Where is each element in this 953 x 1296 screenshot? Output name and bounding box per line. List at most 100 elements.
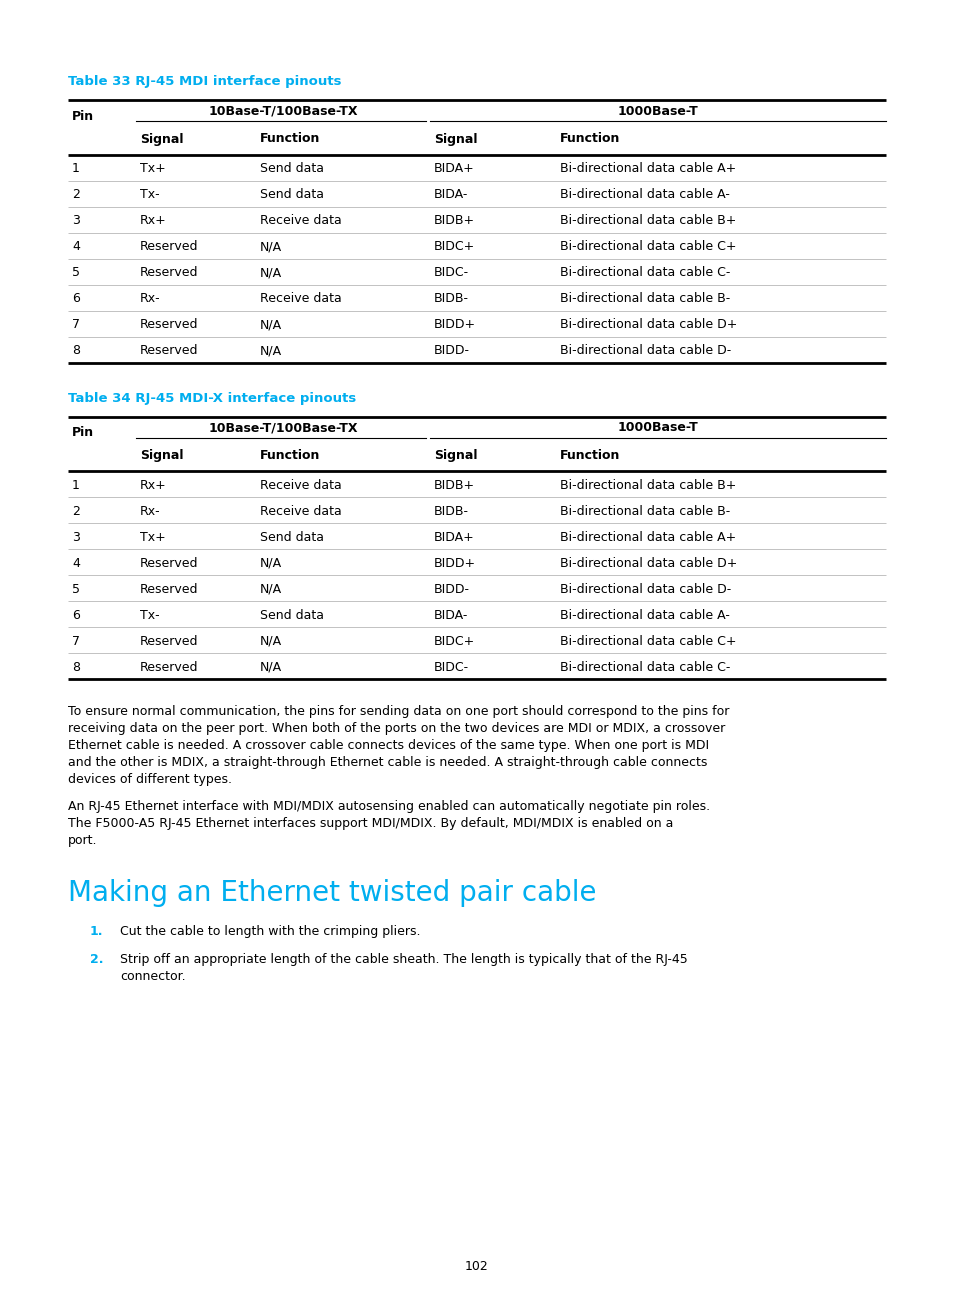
Text: Bi-directional data cable B-: Bi-directional data cable B- — [559, 505, 729, 518]
Text: 3: 3 — [71, 214, 80, 227]
Text: 1000Base-T: 1000Base-T — [617, 105, 698, 118]
Text: Bi-directional data cable B+: Bi-directional data cable B+ — [559, 480, 736, 492]
Text: 5: 5 — [71, 583, 80, 596]
Text: Send data: Send data — [260, 162, 324, 175]
Text: BIDC+: BIDC+ — [434, 240, 475, 254]
Text: Receive data: Receive data — [260, 480, 341, 492]
Text: Bi-directional data cable A-: Bi-directional data cable A- — [559, 609, 729, 622]
Text: BIDB-: BIDB- — [434, 505, 469, 518]
Text: 10Base-T/100Base-TX: 10Base-T/100Base-TX — [208, 105, 357, 118]
Text: Reserved: Reserved — [140, 635, 198, 648]
Text: connector.: connector. — [120, 971, 186, 984]
Text: Table 34 RJ-45 MDI-X interface pinouts: Table 34 RJ-45 MDI-X interface pinouts — [68, 393, 355, 406]
Text: Bi-directional data cable D-: Bi-directional data cable D- — [559, 583, 731, 596]
Text: Tx+: Tx+ — [140, 162, 166, 175]
Text: BIDA-: BIDA- — [434, 188, 468, 201]
Text: Ethernet cable is needed. A crossover cable connects devices of the same type. W: Ethernet cable is needed. A crossover ca… — [68, 739, 708, 752]
Text: N/A: N/A — [260, 267, 282, 280]
Text: Function: Function — [559, 450, 619, 463]
Text: 7: 7 — [71, 319, 80, 332]
Text: BIDA+: BIDA+ — [434, 162, 475, 175]
Text: Function: Function — [260, 450, 320, 463]
Text: BIDD-: BIDD- — [434, 583, 470, 596]
Text: Bi-directional data cable A-: Bi-directional data cable A- — [559, 188, 729, 201]
Text: Signal: Signal — [434, 450, 477, 463]
Text: 1: 1 — [71, 480, 80, 492]
Text: 8: 8 — [71, 661, 80, 674]
Text: BIDA+: BIDA+ — [434, 531, 475, 544]
Text: Function: Function — [559, 132, 619, 145]
Text: 7: 7 — [71, 635, 80, 648]
Text: N/A: N/A — [260, 319, 282, 332]
Text: Reserved: Reserved — [140, 583, 198, 596]
Text: Signal: Signal — [140, 450, 183, 463]
Text: devices of different types.: devices of different types. — [68, 774, 232, 787]
Text: 5: 5 — [71, 267, 80, 280]
Text: N/A: N/A — [260, 635, 282, 648]
Text: Bi-directional data cable D-: Bi-directional data cable D- — [559, 345, 731, 358]
Text: BIDB+: BIDB+ — [434, 480, 475, 492]
Text: Rx+: Rx+ — [140, 214, 167, 227]
Text: To ensure normal communication, the pins for sending data on one port should cor: To ensure normal communication, the pins… — [68, 705, 729, 718]
Text: 8: 8 — [71, 345, 80, 358]
Text: Making an Ethernet twisted pair cable: Making an Ethernet twisted pair cable — [68, 879, 596, 907]
Text: BIDD+: BIDD+ — [434, 319, 476, 332]
Text: port.: port. — [68, 835, 97, 848]
Text: Bi-directional data cable C-: Bi-directional data cable C- — [559, 661, 730, 674]
Text: Reserved: Reserved — [140, 557, 198, 570]
Text: The F5000-A5 RJ-45 Ethernet interfaces support MDI/MDIX. By default, MDI/MDIX is: The F5000-A5 RJ-45 Ethernet interfaces s… — [68, 818, 673, 831]
Text: Send data: Send data — [260, 188, 324, 201]
Text: 2: 2 — [71, 505, 80, 518]
Text: BIDC-: BIDC- — [434, 267, 469, 280]
Text: Receive data: Receive data — [260, 293, 341, 306]
Text: Bi-directional data cable D+: Bi-directional data cable D+ — [559, 319, 737, 332]
Text: Tx+: Tx+ — [140, 531, 166, 544]
Text: BIDD+: BIDD+ — [434, 557, 476, 570]
Text: Bi-directional data cable A+: Bi-directional data cable A+ — [559, 162, 736, 175]
Text: 6: 6 — [71, 293, 80, 306]
Text: N/A: N/A — [260, 240, 282, 254]
Text: Send data: Send data — [260, 609, 324, 622]
Text: Reserved: Reserved — [140, 319, 198, 332]
Text: Reserved: Reserved — [140, 267, 198, 280]
Text: Bi-directional data cable C+: Bi-directional data cable C+ — [559, 635, 736, 648]
Text: Bi-directional data cable C-: Bi-directional data cable C- — [559, 267, 730, 280]
Text: BIDD-: BIDD- — [434, 345, 470, 358]
Text: N/A: N/A — [260, 345, 282, 358]
Text: N/A: N/A — [260, 661, 282, 674]
Text: N/A: N/A — [260, 557, 282, 570]
Text: Table 33 RJ-45 MDI interface pinouts: Table 33 RJ-45 MDI interface pinouts — [68, 75, 341, 88]
Text: Function: Function — [260, 132, 320, 145]
Text: 2: 2 — [71, 188, 80, 201]
Text: Reserved: Reserved — [140, 661, 198, 674]
Text: Tx-: Tx- — [140, 609, 159, 622]
Text: 6: 6 — [71, 609, 80, 622]
Text: Reserved: Reserved — [140, 240, 198, 254]
Text: and the other is MDIX, a straight-through Ethernet cable is needed. A straight-t: and the other is MDIX, a straight-throug… — [68, 756, 706, 770]
Text: Signal: Signal — [140, 132, 183, 145]
Text: An RJ-45 Ethernet interface with MDI/MDIX autosensing enabled can automatically : An RJ-45 Ethernet interface with MDI/MDI… — [68, 800, 709, 813]
Text: 10Base-T/100Base-TX: 10Base-T/100Base-TX — [208, 421, 357, 434]
Text: Receive data: Receive data — [260, 214, 341, 227]
Text: Bi-directional data cable D+: Bi-directional data cable D+ — [559, 557, 737, 570]
Text: Bi-directional data cable B-: Bi-directional data cable B- — [559, 293, 729, 306]
Text: BIDC+: BIDC+ — [434, 635, 475, 648]
Text: 2.: 2. — [90, 953, 103, 967]
Text: BIDA-: BIDA- — [434, 609, 468, 622]
Text: Rx-: Rx- — [140, 505, 160, 518]
Text: 4: 4 — [71, 557, 80, 570]
Text: receiving data on the peer port. When both of the ports on the two devices are M: receiving data on the peer port. When bo… — [68, 722, 724, 735]
Text: Pin: Pin — [71, 110, 94, 123]
Text: Strip off an appropriate length of the cable sheath. The length is typically tha: Strip off an appropriate length of the c… — [120, 953, 687, 967]
Text: BIDB+: BIDB+ — [434, 214, 475, 227]
Text: 102: 102 — [465, 1260, 488, 1273]
Text: N/A: N/A — [260, 583, 282, 596]
Text: Pin: Pin — [71, 426, 94, 439]
Text: Bi-directional data cable A+: Bi-directional data cable A+ — [559, 531, 736, 544]
Text: 1: 1 — [71, 162, 80, 175]
Text: 3: 3 — [71, 531, 80, 544]
Text: BIDC-: BIDC- — [434, 661, 469, 674]
Text: Bi-directional data cable C+: Bi-directional data cable C+ — [559, 240, 736, 254]
Text: Receive data: Receive data — [260, 505, 341, 518]
Text: Rx+: Rx+ — [140, 480, 167, 492]
